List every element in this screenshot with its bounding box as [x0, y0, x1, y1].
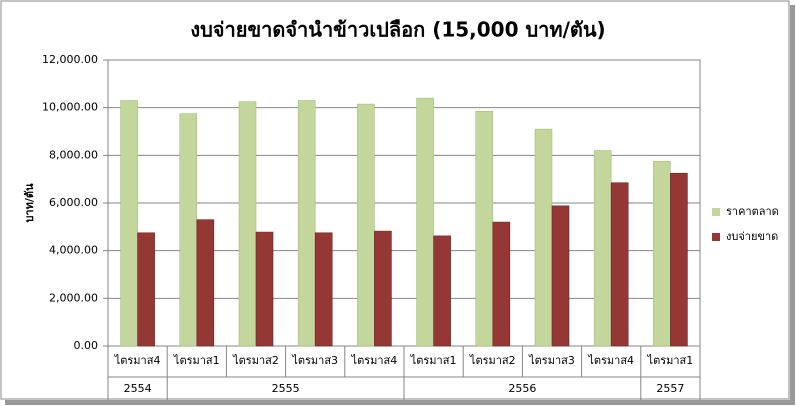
- bar: [475, 110, 494, 347]
- x-tick-label: ไตรมาส3: [291, 354, 338, 367]
- bar: [238, 101, 257, 347]
- bar: [433, 235, 451, 347]
- y-tick-label: 0.00: [74, 339, 99, 352]
- x-tick-label: ไตรมาส4: [114, 354, 161, 367]
- y-tick-label: 6,000.00: [49, 196, 98, 209]
- bar: [196, 219, 215, 347]
- y-tick-label: 12,000.00: [42, 53, 98, 66]
- bar: [534, 128, 553, 347]
- y-tick-label: 10,000.00: [42, 101, 98, 114]
- y-axis-label: บาท/ตัน: [23, 183, 36, 223]
- bar: [593, 150, 612, 347]
- bar: [297, 100, 316, 347]
- x-tick-label: ไตรมาส3: [528, 354, 575, 367]
- frame-shadow: [5, 400, 795, 405]
- x-group-label: 2555: [272, 382, 300, 395]
- bar: [610, 182, 629, 347]
- bar: [179, 113, 198, 347]
- bar: [374, 230, 392, 347]
- bar: [120, 100, 138, 347]
- legend-swatch: [712, 233, 720, 241]
- bar: [357, 103, 375, 347]
- x-tick-label: ไตรมาส4: [587, 354, 634, 367]
- legend-swatch: [712, 208, 720, 216]
- bar: [416, 97, 434, 347]
- bar: [653, 160, 671, 347]
- x-tick-label: ไตรมาส4: [351, 354, 398, 367]
- x-group-label: 2554: [124, 382, 152, 395]
- y-tick-label: 2,000.00: [49, 291, 98, 304]
- bar: [255, 231, 274, 347]
- x-group-label: 2556: [508, 382, 536, 395]
- x-tick-label: ไตรมาส1: [173, 354, 220, 367]
- legend-label: งบจ่ายขาด: [726, 230, 778, 243]
- bar: [314, 232, 333, 347]
- y-tick-label: 4,000.00: [49, 244, 98, 257]
- x-tick-label: ไตรมาส2: [232, 354, 279, 367]
- x-tick-label: ไตรมาส2: [469, 354, 516, 367]
- bar: [492, 221, 511, 347]
- bar: [137, 232, 155, 347]
- chart-title: งบจ่ายขาดจำนำข้าวเปลือก (15,000 บาท/ตัน): [190, 18, 605, 42]
- x-tick-label: ไตรมาส1: [410, 354, 457, 367]
- x-tick-label: ไตรมาส1: [647, 354, 694, 367]
- y-tick-label: 8,000.00: [49, 148, 98, 161]
- bar: [670, 172, 688, 347]
- x-group-label: 2557: [656, 382, 684, 395]
- frame-shadow: [790, 5, 795, 403]
- bar: [551, 205, 570, 347]
- legend-label: ราคาตลาด: [726, 205, 779, 218]
